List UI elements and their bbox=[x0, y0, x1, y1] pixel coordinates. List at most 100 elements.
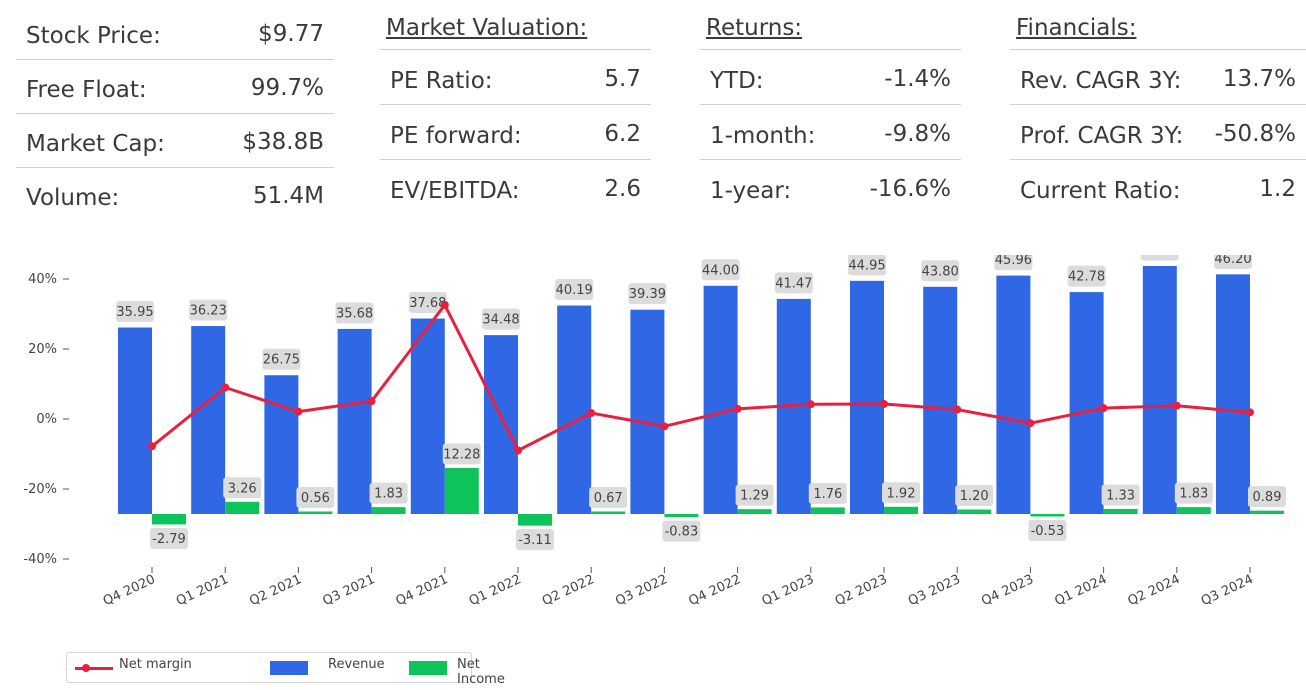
revenue-bar bbox=[264, 375, 299, 514]
net-margin-point bbox=[953, 405, 962, 414]
metric-row: EV/EBITDA: 2.6 bbox=[380, 160, 651, 214]
revenue-bar bbox=[850, 280, 884, 514]
net-margin-point bbox=[148, 442, 156, 451]
x-tick-label: Q3 2023 bbox=[906, 572, 963, 609]
revenue-value-label: 42.78 bbox=[1068, 270, 1105, 285]
net-income-bar bbox=[1250, 510, 1284, 514]
metric-row: Market Cap: $38.8B bbox=[16, 114, 334, 168]
net-income-value-label: 0.67 bbox=[594, 491, 623, 506]
labels-layer: 35.95 -2.79 36.23 3.26 26.75 0.56 35.68 1.83 37.… bbox=[116, 255, 1286, 551]
x-tick-label: Q2 2023 bbox=[833, 572, 890, 609]
revenue-value-label: 35.68 bbox=[336, 306, 373, 321]
net-income-value-label-bg bbox=[882, 482, 920, 504]
bars-layer bbox=[118, 266, 1284, 526]
x-tick-label: Q2 2022 bbox=[540, 572, 597, 609]
metric-value: 2.6 bbox=[604, 176, 641, 202]
revenue-value-label-bg bbox=[701, 259, 740, 281]
metric-label: Market Cap: bbox=[26, 131, 165, 157]
metric-label: PE forward: bbox=[390, 123, 522, 149]
net-income-bar bbox=[591, 511, 626, 514]
legend-swatch-net-income bbox=[409, 661, 447, 675]
metric-row: Free Float: 99.7% bbox=[16, 60, 334, 114]
revenue-value-label-bg bbox=[1140, 255, 1179, 261]
revenue-value-label: 37.68 bbox=[409, 296, 446, 311]
revenue-value-label-bg bbox=[628, 283, 667, 305]
metric-value: 99.7% bbox=[250, 75, 324, 101]
metric-label: Current Ratio: bbox=[1020, 178, 1181, 204]
revenue-bar bbox=[1069, 292, 1104, 514]
x-tick-label: Q1 2024 bbox=[1052, 572, 1109, 609]
net-income-value-label: 3.26 bbox=[228, 481, 257, 496]
y-tick-label: 40% bbox=[28, 272, 57, 287]
financials-title: Financials: bbox=[1016, 15, 1137, 41]
net-income-value-label: 12.28 bbox=[443, 448, 480, 463]
metric-row: Current Ratio: 1.2 bbox=[1010, 160, 1306, 214]
x-tick-label: Q3 2021 bbox=[320, 572, 377, 609]
metric-label: 1-year: bbox=[710, 178, 792, 204]
revenue-income-chart: 40% 20% 0% -20% -40% 35.95 -2.79 36.23 3.26 26.75… bbox=[23, 255, 1286, 609]
net-margin-point bbox=[367, 397, 376, 406]
returns-metrics-table: Returns: YTD: -1.4% 1-month: -9.8% 1-year: -16… bbox=[700, 6, 961, 214]
revenue-value-label: 26.75 bbox=[263, 353, 300, 368]
valuation-header: Market Valuation: bbox=[380, 6, 651, 50]
net-income-bar bbox=[1030, 514, 1065, 517]
revenue-value-label: 44.00 bbox=[702, 263, 739, 278]
metric-label: YTD: bbox=[710, 68, 764, 94]
metrics-panel: Stock Price: $9.77 Free Float: 99.7% Market … bbox=[0, 0, 1306, 211]
financials-header: Financials: bbox=[1010, 6, 1306, 50]
metric-row: 1-year: -16.6% bbox=[700, 160, 961, 214]
revenue-bar bbox=[630, 309, 665, 514]
net-income-bar bbox=[810, 507, 845, 514]
y-tick-label: 20% bbox=[28, 342, 57, 357]
net-income-value-label: 0.56 bbox=[301, 491, 330, 506]
metric-label: Rev. CAGR 3Y: bbox=[1020, 68, 1182, 94]
x-tick-label: Q4 2021 bbox=[394, 572, 451, 609]
revenue-value-label-bg bbox=[482, 308, 520, 330]
metric-label: 1-month: bbox=[710, 123, 816, 149]
legend-label-net-income: Net Income bbox=[457, 657, 505, 687]
revenue-bar bbox=[410, 318, 445, 514]
net-margin-point bbox=[733, 404, 742, 413]
metric-value: 51.4M bbox=[252, 183, 324, 209]
net-income-value-label-bg bbox=[150, 527, 188, 549]
revenue-bar bbox=[337, 328, 372, 514]
net-income-value-label-bg bbox=[589, 486, 628, 508]
revenue-value-label-bg bbox=[335, 302, 374, 324]
metric-value: -50.8% bbox=[1214, 121, 1296, 147]
net-income-value-label-bg bbox=[442, 443, 481, 465]
net-income-value-label: 1.92 bbox=[887, 486, 916, 501]
net-income-value-label-bg bbox=[1248, 486, 1286, 508]
metric-value: 6.2 bbox=[604, 121, 641, 147]
net-income-bar bbox=[957, 509, 992, 514]
net-income-value-label: 1.83 bbox=[374, 487, 403, 502]
net-margin-point bbox=[806, 400, 815, 409]
revenue-value-label: 43.80 bbox=[922, 264, 959, 279]
legend-swatch-revenue bbox=[270, 661, 308, 675]
net-income-bar bbox=[1176, 507, 1211, 514]
net-income-bar bbox=[1103, 509, 1138, 514]
revenue-bar bbox=[1142, 266, 1177, 514]
net-income-bar bbox=[884, 506, 918, 514]
revenue-value-label-bg bbox=[848, 255, 886, 276]
net-margin-point bbox=[1172, 401, 1181, 410]
net-income-value-label: 1.33 bbox=[1106, 489, 1135, 504]
metric-label: Stock Price: bbox=[26, 23, 161, 49]
metric-row: Rev. CAGR 3Y: 13.7% bbox=[1010, 50, 1306, 105]
revenue-value-label: 46.20 bbox=[1214, 255, 1251, 267]
x-tick-label: Q1 2021 bbox=[174, 572, 231, 609]
revenue-value-label-bg bbox=[116, 301, 154, 323]
revenue-value-label-bg bbox=[555, 279, 594, 301]
stock-metrics-table: Stock Price: $9.77 Free Float: 99.7% Market … bbox=[16, 6, 334, 221]
valuation-title: Market Valuation: bbox=[386, 15, 588, 41]
net-income-value-label-bg bbox=[369, 482, 408, 504]
metric-value: $38.8B bbox=[242, 129, 324, 155]
net-income-value-label-bg bbox=[808, 482, 847, 504]
x-tick-label: Q2 2021 bbox=[247, 572, 304, 609]
metric-row: Volume: 51.4M bbox=[16, 168, 334, 221]
net-income-bar bbox=[444, 468, 479, 514]
net-income-bar bbox=[518, 514, 552, 526]
revenue-bar bbox=[557, 305, 592, 514]
metric-value: -16.6% bbox=[869, 176, 951, 202]
revenue-value-label: 39.39 bbox=[629, 287, 666, 302]
x-tick-label: Q4 2020 bbox=[101, 572, 158, 609]
